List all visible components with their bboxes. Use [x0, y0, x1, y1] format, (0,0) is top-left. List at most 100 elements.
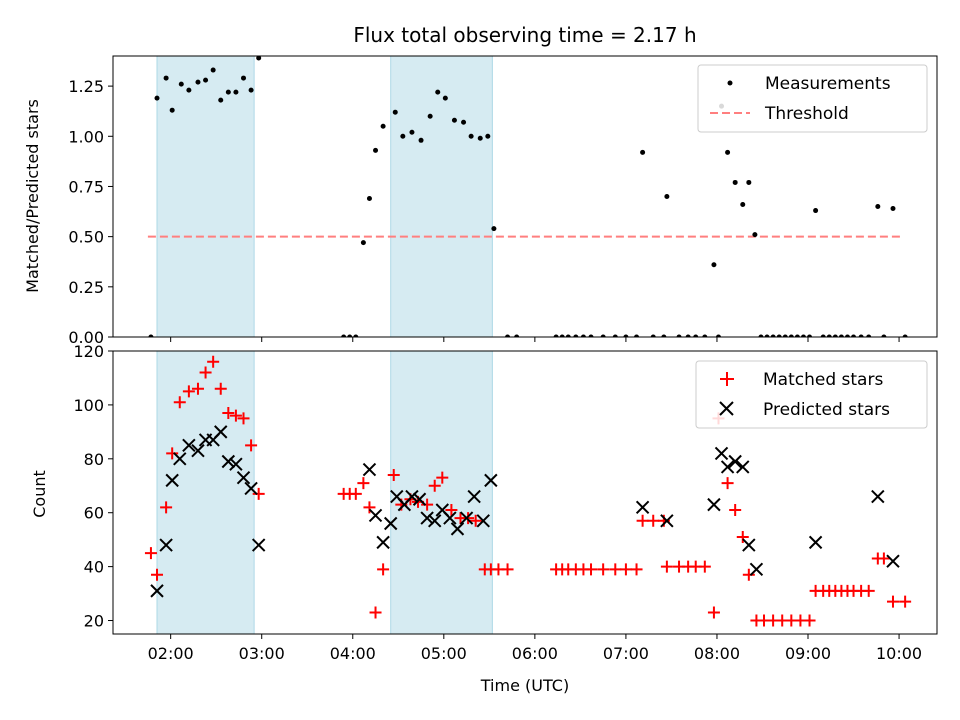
predicted-stars-point	[459, 511, 474, 525]
x-tick-label: 08:00	[694, 644, 740, 663]
matched-stars-point	[436, 471, 449, 484]
matched-stars-point	[252, 487, 265, 500]
matched-stars-point	[660, 560, 673, 573]
matched-stars-point	[182, 385, 195, 398]
x-tick-label: 05:00	[421, 644, 467, 663]
predicted-stars-point	[467, 489, 481, 504]
matched-stars-point	[886, 595, 899, 608]
matched-stars-point	[151, 568, 164, 581]
matched-stars-point	[698, 560, 711, 573]
measurement-point	[685, 334, 691, 337]
measurement-point	[623, 334, 629, 337]
measurement-point	[409, 129, 415, 135]
predicted-stars-point	[362, 462, 377, 477]
measurement-point	[820, 334, 826, 337]
matched-stars-point	[144, 547, 157, 560]
measurement-point	[650, 334, 656, 337]
measurement-point	[758, 334, 764, 337]
y-tick-label: 0.25	[68, 278, 104, 297]
y-tick-label: 0.75	[68, 177, 104, 196]
predicted-stars-point	[736, 460, 750, 474]
y-tick-label: 0.00	[68, 328, 104, 347]
matched-stars-point	[707, 606, 720, 619]
predicted-stars-point	[808, 535, 823, 550]
matched-stars-point	[609, 563, 622, 576]
measurement-point	[715, 334, 721, 337]
matched-stars-point	[160, 501, 173, 514]
measurement-point	[366, 196, 372, 202]
measurement-point	[178, 81, 184, 87]
measurement-point	[661, 334, 667, 337]
legend-label-measurements: Measurements	[765, 74, 891, 94]
matched-stars-point	[428, 479, 441, 492]
measurement-point	[360, 240, 366, 246]
x-tick-label: 10:00	[876, 644, 922, 663]
matched-stars-point	[803, 614, 816, 627]
predicted-stars-point	[405, 489, 419, 504]
measurement-point	[875, 204, 881, 210]
measurement-point	[844, 334, 850, 337]
measurement-point	[341, 334, 347, 337]
matched-stars-point	[597, 563, 610, 576]
predicted-stars-point	[871, 489, 885, 504]
predicted-stars-point	[159, 538, 173, 552]
measurement-point	[553, 334, 559, 337]
predicted-stars-point	[251, 538, 266, 552]
measurement-point	[169, 107, 175, 113]
legend-label-threshold: Threshold	[764, 104, 849, 124]
measurement-point	[851, 334, 857, 337]
matched-stars-point	[421, 498, 434, 511]
matched-stars-point	[736, 530, 749, 543]
measurement-point	[676, 334, 682, 337]
matched-stars-point	[877, 552, 890, 565]
matched-stars-point	[207, 355, 220, 368]
measurement-point	[807, 334, 813, 337]
bottom-panel: 20 40 60 80 100 120 02:00 03:00 04:00 05:00 06:00 0…	[73, 342, 938, 663]
matched-stars-point	[862, 584, 875, 597]
measurement-point	[400, 133, 406, 139]
predicted-stars-point	[720, 460, 735, 474]
y-tick-label: 40	[84, 558, 104, 577]
predicted-stars-point	[728, 454, 742, 469]
matched-stars-point	[357, 477, 370, 490]
measurement-point	[776, 334, 782, 337]
y-tick-label: 100	[73, 396, 104, 415]
measurement-point	[832, 334, 838, 337]
measurement-point	[468, 133, 474, 139]
measurement-point	[813, 208, 819, 214]
shaded-interval	[156, 350, 255, 635]
top-y-axis-label: Matched/Predicted stars	[23, 99, 42, 293]
legend-label-predicted: Predicted stars	[763, 400, 890, 420]
matched-stars-point	[742, 568, 755, 581]
measurement-point	[373, 147, 379, 153]
measurement-point	[752, 232, 758, 238]
measurement-point	[746, 179, 752, 185]
predicted-stars-point	[368, 508, 383, 523]
predicted-stars-point	[229, 457, 243, 471]
matched-stars-point	[191, 382, 204, 395]
shaded-interval	[390, 55, 493, 338]
measurement-point	[800, 334, 806, 337]
measurement-point	[241, 75, 247, 81]
predicted-stars-point	[165, 473, 179, 488]
y-tick-label: 120	[73, 342, 104, 361]
measurement-point	[794, 334, 800, 337]
plot-marks	[144, 355, 912, 627]
predicted-stars-point	[173, 452, 187, 466]
predicted-stars-point	[150, 584, 164, 598]
measurement-point	[148, 334, 154, 337]
bottom-y-axis-label: Count	[30, 470, 49, 518]
measurement-point	[770, 334, 776, 337]
legend-predicted-marker	[719, 401, 734, 416]
predicted-stars-point	[450, 522, 465, 536]
matched-stars-point	[619, 563, 632, 576]
matched-stars-point	[647, 514, 660, 527]
measurement-point	[702, 334, 708, 337]
measurement-point	[866, 334, 872, 337]
measurement-point	[461, 119, 467, 125]
matched-stars-point	[585, 563, 598, 576]
measurement-point	[256, 56, 262, 61]
y-tick-label: 60	[84, 504, 104, 523]
measurement-point	[380, 123, 386, 129]
matched-stars-point	[501, 563, 514, 576]
